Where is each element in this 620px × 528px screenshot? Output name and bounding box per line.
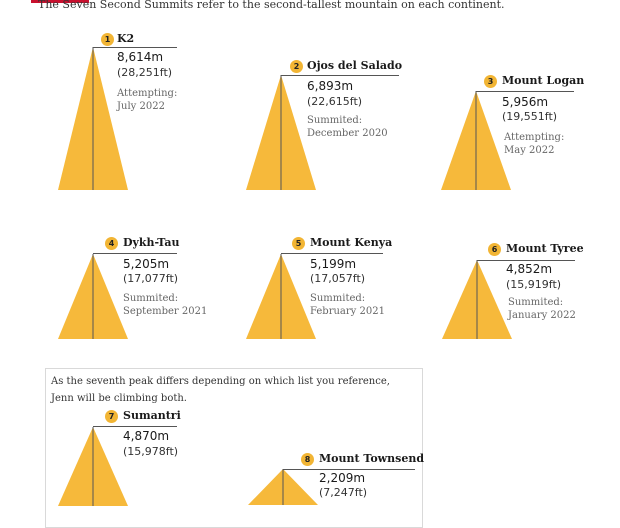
label-rule [477, 260, 575, 261]
peak-sumantri: 7 Sumantri 4,870m (15,978ft) [58, 409, 208, 507]
peak-number-badge: 2 [290, 60, 303, 73]
mountain-icon [58, 427, 128, 506]
peak-dykh-tau: 4 Dykh-Tau 5,205m (17,077ft) Summited: S… [58, 236, 208, 340]
label-rule [283, 469, 415, 470]
status-date: July 2022 [117, 101, 165, 112]
elevation-meters: 6,893m [307, 79, 354, 93]
peak-name: Dykh-Tau [123, 236, 180, 249]
mountain-icon [441, 91, 511, 190]
peak-mount-kenya: 5 Mount Kenya 5,199m (17,057ft) Summited… [246, 236, 396, 340]
peak-k2: 1 K2 8,614m (28,251ft) Attempting: July … [58, 32, 208, 191]
elevation-feet: (17,057ft) [310, 272, 366, 285]
peak-ojos-del-salado: 2 Ojos del Salado 6,893m (22,615ft) Summ… [246, 59, 406, 191]
peak-number-badge: 5 [292, 237, 305, 250]
mountain-icon [248, 469, 318, 505]
elevation-feet: (17,077ft) [123, 272, 179, 285]
accent-rule [31, 0, 89, 3]
elevation-feet: (7,247ft) [319, 486, 368, 499]
peak-number-badge: 3 [484, 75, 497, 88]
peak-mount-tyree: 6 Mount Tyree 4,852m (15,919ft) Summited… [442, 242, 592, 340]
peak-name: Mount Tyree [506, 242, 584, 255]
status-date: January 2022 [508, 310, 576, 321]
peak-mount-logan: 3 Mount Logan 5,956m (19,551ft) Attempti… [441, 74, 591, 191]
label-rule [476, 91, 574, 92]
mountain-icon [442, 260, 512, 339]
label-rule [93, 426, 177, 427]
elevation-meters: 4,852m [506, 262, 553, 276]
elevation-meters: 5,199m [310, 257, 357, 271]
label-rule [93, 47, 177, 48]
status-date: December 2020 [307, 128, 388, 139]
status-label: Attempting: [117, 88, 178, 99]
peak-mount-townsend: 8 Mount Townsend 2,209m (7,247ft) [248, 452, 424, 506]
mountain-icon [246, 75, 316, 190]
status-label: Attempting: [504, 132, 565, 143]
elevation-feet: (28,251ft) [117, 66, 173, 79]
mountain-icon [58, 254, 128, 339]
status-date: May 2022 [504, 145, 555, 156]
peak-number-badge: 6 [488, 243, 501, 256]
elevation-feet: (22,615ft) [307, 95, 363, 108]
label-rule [281, 75, 399, 76]
peak-name: Mount Logan [502, 74, 585, 87]
mountain-icon [246, 254, 316, 339]
elevation-feet: (15,978ft) [123, 445, 179, 458]
peak-name: Ojos del Salado [307, 59, 403, 72]
peak-number-badge: 1 [101, 33, 114, 46]
peak-name: Sumantri [123, 409, 181, 422]
elevation-meters: 2,209m [319, 471, 366, 485]
intro-text: The Seven Second Summits refer to the se… [38, 0, 505, 11]
status-label: Summited: [508, 297, 564, 308]
elevation-feet: (15,919ft) [506, 278, 562, 291]
status-date: September 2021 [123, 306, 208, 317]
peak-name: Mount Townsend [319, 452, 425, 465]
label-rule [93, 253, 177, 254]
status-label: Summited: [310, 293, 366, 304]
peak-name: K2 [117, 32, 135, 45]
elevation-meters: 8,614m [117, 50, 164, 64]
elevation-meters: 5,956m [502, 95, 549, 109]
peak-number-badge: 7 [105, 410, 118, 423]
elevation-feet: (19,551ft) [502, 110, 558, 123]
mountain-icon [58, 47, 128, 190]
status-label: Summited: [307, 115, 363, 126]
elevation-meters: 5,205m [123, 257, 170, 271]
status-label: Summited: [123, 293, 179, 304]
label-rule [281, 253, 383, 254]
peak-name: Mount Kenya [310, 236, 393, 249]
seventh-peak-note: As the seventh peak differs depending on… [51, 376, 390, 404]
peak-number-badge: 4 [105, 237, 118, 250]
status-date: February 2021 [310, 306, 385, 317]
elevation-meters: 4,870m [123, 429, 170, 443]
peak-number-badge: 8 [301, 453, 314, 466]
